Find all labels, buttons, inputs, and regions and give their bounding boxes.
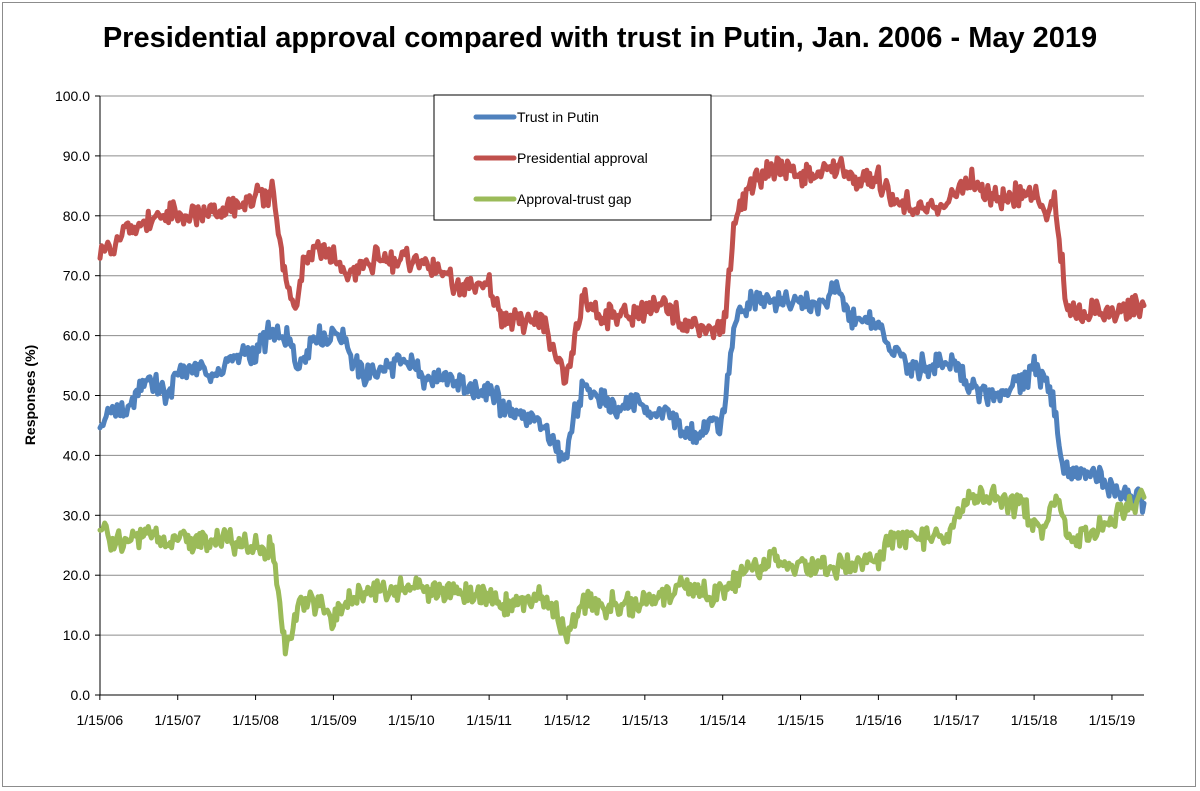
y-tick-label: 50.0 <box>63 388 90 404</box>
legend-label-trust-in-putin: Trust in Putin <box>517 109 599 125</box>
chart-title: Presidential approval compared with trus… <box>102 22 1098 54</box>
x-tick-label: 1/15/17 <box>933 712 980 728</box>
x-tick-label: 1/15/12 <box>544 712 591 728</box>
y-tick-label: 60.0 <box>63 328 90 344</box>
x-tick-label: 1/15/16 <box>855 712 902 728</box>
series-line-presidential-approval <box>97 155 1147 386</box>
x-tick-label: 1/15/13 <box>621 712 668 728</box>
x-tick-label: 1/15/18 <box>1011 712 1058 728</box>
series-line-trust-in-putin <box>97 279 1147 515</box>
legend-label-approval-trust-gap: Approval-trust gap <box>517 191 632 207</box>
y-tick-label: 10.0 <box>63 627 90 643</box>
legend: Trust in Putin Presidential approval Appro… <box>433 94 712 221</box>
y-tick-label: 100.0 <box>55 88 90 104</box>
y-tick-label: 80.0 <box>63 208 90 224</box>
x-tick-label: 1/15/19 <box>1089 712 1136 728</box>
x-tick-label: 1/15/15 <box>777 712 824 728</box>
x-tick-label: 1/15/14 <box>699 712 746 728</box>
x-tick-label: 1/15/11 <box>466 712 512 728</box>
x-tick-label: 1/15/06 <box>77 712 124 728</box>
legend-label-presidential-approval: Presidential approval <box>517 150 648 166</box>
x-axis-ticks: 1/15/06 1/15/07 1/15/08 1/15/09 1/15/10 1/15/… <box>77 695 1136 728</box>
y-tick-label: 20.0 <box>63 567 90 583</box>
x-tick-label: 1/15/10 <box>388 712 435 728</box>
x-tick-label: 1/15/09 <box>310 712 357 728</box>
y-tick-label: 40.0 <box>63 447 90 463</box>
y-tick-label: 0.0 <box>71 687 91 703</box>
y-axis-ticks: 0.0 10.0 20.0 30.0 40.0 50.0 60.0 70.0 80.0 90.0 1… <box>55 88 100 703</box>
y-tick-label: 90.0 <box>63 148 90 164</box>
y-tick-label: 30.0 <box>63 507 90 523</box>
x-tick-label: 1/15/07 <box>154 712 201 728</box>
series-lines <box>97 155 1147 657</box>
series-line-approval-trust-gap <box>97 483 1147 657</box>
x-tick-label: 1/15/08 <box>232 712 279 728</box>
y-tick-label: 70.0 <box>63 268 90 284</box>
